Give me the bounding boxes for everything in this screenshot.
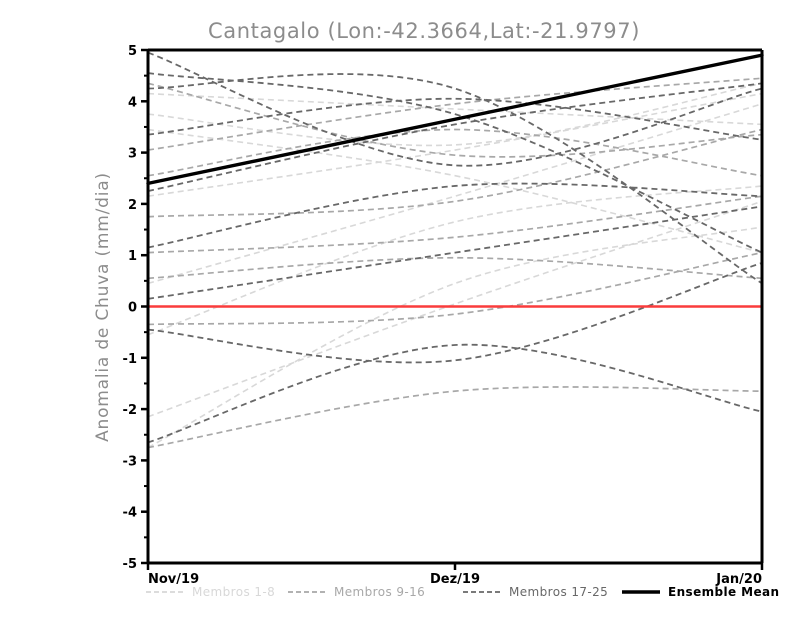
member-line bbox=[148, 97, 762, 141]
member-line bbox=[148, 182, 762, 249]
series-layer bbox=[148, 51, 762, 449]
y-tick-label: 4 bbox=[128, 95, 137, 110]
member-line bbox=[148, 92, 762, 126]
chart-legend: Membros 1-8 Membros 9-16 Membros 17-25 Ense… bbox=[146, 585, 779, 599]
legend-item[interactable]: Ensemble Mean bbox=[622, 585, 779, 599]
x-tick-label: Nov/19 bbox=[148, 572, 199, 587]
member-line bbox=[148, 128, 762, 254]
y-tick-label: -3 bbox=[123, 454, 137, 469]
member-line bbox=[148, 82, 762, 147]
chart-title: Cantagalo (Lon:-42.3664,Lat:-21.9797) bbox=[208, 19, 640, 43]
member-line bbox=[148, 200, 762, 418]
x-tick-layer: Nov/19 Dez/19 Jan/20 bbox=[146, 563, 764, 587]
ensemble-mean-line bbox=[146, 53, 764, 186]
y-tick-layer: 5 4 3 2 1 0 -1 -2 -3 -4 -5 bbox=[123, 44, 148, 572]
legend-label: Membros 17-25 bbox=[509, 585, 608, 599]
x-tick-label: Dez/19 bbox=[430, 572, 480, 587]
y-tick-label: -2 bbox=[123, 403, 137, 418]
legend-item[interactable]: Membros 1-8 bbox=[146, 585, 275, 599]
member-line bbox=[148, 92, 762, 197]
member-line bbox=[148, 82, 762, 192]
member-line bbox=[148, 82, 762, 158]
y-tick-label: -4 bbox=[123, 506, 137, 521]
legend-item[interactable]: Membros 17-25 bbox=[463, 585, 608, 599]
member-line bbox=[148, 72, 762, 254]
member-line bbox=[148, 262, 762, 364]
y-tick-label: 1 bbox=[128, 249, 137, 264]
legend-label: Membros 1-8 bbox=[192, 585, 275, 599]
member-line bbox=[148, 73, 762, 285]
member-line bbox=[148, 77, 762, 151]
y-tick-label: 5 bbox=[128, 44, 137, 59]
member-line bbox=[148, 343, 762, 444]
y-tick-label: 2 bbox=[128, 198, 137, 213]
member-line bbox=[148, 205, 762, 300]
member-line bbox=[148, 103, 762, 285]
legend-label: Ensemble Mean bbox=[668, 585, 779, 599]
y-tick-label: -5 bbox=[123, 557, 137, 572]
member-line bbox=[148, 185, 762, 336]
y-tick-label: 0 bbox=[128, 301, 137, 316]
y-tick-label: -1 bbox=[123, 352, 137, 367]
member-line bbox=[148, 128, 762, 218]
y-axis-label: Anomalia de Chuva (mm/dia) bbox=[93, 172, 113, 442]
member-line bbox=[148, 51, 762, 167]
legend-item[interactable]: Membros 9-16 bbox=[288, 585, 425, 599]
y-tick-label: 3 bbox=[128, 147, 137, 162]
legend-label: Membros 9-16 bbox=[334, 585, 425, 599]
member-line bbox=[148, 256, 762, 280]
member-line bbox=[148, 128, 762, 177]
member-line bbox=[148, 386, 762, 449]
member-line bbox=[148, 226, 762, 449]
x-tick-label: Jan/20 bbox=[715, 572, 762, 587]
